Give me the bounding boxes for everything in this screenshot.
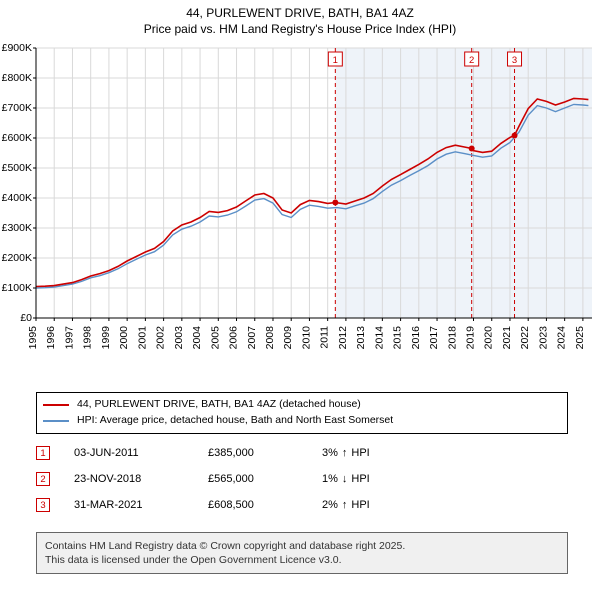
- svg-text:1: 1: [333, 55, 338, 66]
- svg-text:2000: 2000: [118, 326, 130, 350]
- chart-container: 44, PURLEWENT DRIVE, BATH, BA1 4AZ Price…: [0, 0, 600, 590]
- svg-text:2019: 2019: [465, 326, 477, 350]
- svg-text:2020: 2020: [483, 326, 495, 350]
- svg-text:£200K: £200K: [2, 252, 32, 264]
- legend-item-property: 44, PURLEWENT DRIVE, BATH, BA1 4AZ (deta…: [43, 397, 561, 413]
- svg-text:£800K: £800K: [2, 72, 32, 84]
- title-block: 44, PURLEWENT DRIVE, BATH, BA1 4AZ Price…: [0, 0, 600, 37]
- legend-swatch-hpi: [43, 420, 69, 422]
- footer-attribution: Contains HM Land Registry data © Crown c…: [36, 532, 568, 574]
- svg-text:1999: 1999: [100, 326, 112, 350]
- sale-marker-3: 3: [36, 498, 50, 512]
- arrow-down-icon: ↓: [342, 473, 348, 485]
- sale-row-2: 2 23-NOV-2018 £565,000 1% ↓ HPI: [36, 466, 568, 492]
- svg-text:£900K: £900K: [2, 42, 32, 54]
- svg-text:2022: 2022: [519, 326, 531, 350]
- svg-text:£700K: £700K: [2, 102, 32, 114]
- svg-text:2004: 2004: [191, 326, 203, 350]
- svg-text:2013: 2013: [355, 326, 367, 350]
- footer-line-2: This data is licensed under the Open Gov…: [45, 553, 559, 567]
- sale-price-3: £608,500: [208, 499, 298, 511]
- svg-text:1997: 1997: [63, 326, 75, 350]
- svg-text:£100K: £100K: [2, 282, 32, 294]
- svg-text:2023: 2023: [537, 326, 549, 350]
- svg-text:£0: £0: [20, 312, 32, 324]
- svg-text:2025: 2025: [574, 326, 586, 350]
- svg-text:£600K: £600K: [2, 132, 32, 144]
- svg-text:1995: 1995: [27, 326, 39, 350]
- svg-text:£500K: £500K: [2, 162, 32, 174]
- svg-text:1996: 1996: [45, 326, 57, 350]
- svg-text:2009: 2009: [282, 326, 294, 350]
- sale-row-3: 3 31-MAR-2021 £608,500 2% ↑ HPI: [36, 492, 568, 518]
- title-line-1: 44, PURLEWENT DRIVE, BATH, BA1 4AZ: [0, 6, 600, 22]
- svg-text:2010: 2010: [300, 326, 312, 350]
- sale-date-1: 03-JUN-2011: [74, 447, 184, 459]
- title-line-2: Price paid vs. HM Land Registry's House …: [0, 22, 600, 38]
- sale-hpi-1: 3% ↑ HPI: [322, 447, 370, 459]
- sale-date-3: 31-MAR-2021: [74, 499, 184, 511]
- svg-text:1998: 1998: [82, 326, 94, 350]
- svg-text:2007: 2007: [246, 326, 258, 350]
- svg-text:2024: 2024: [556, 326, 568, 350]
- svg-text:2005: 2005: [209, 326, 221, 350]
- svg-text:2021: 2021: [501, 326, 513, 350]
- legend: 44, PURLEWENT DRIVE, BATH, BA1 4AZ (deta…: [36, 392, 568, 434]
- svg-text:£300K: £300K: [2, 222, 32, 234]
- svg-text:2016: 2016: [410, 326, 422, 350]
- line-chart-svg: 1 2 3 £0 £100K £200K £300K £400K £500K £600K £700K…: [0, 40, 600, 380]
- svg-text:2006: 2006: [228, 326, 240, 350]
- svg-text:£400K: £400K: [2, 192, 32, 204]
- svg-text:2015: 2015: [392, 326, 404, 350]
- svg-text:2018: 2018: [446, 326, 458, 350]
- svg-text:2014: 2014: [373, 326, 385, 350]
- svg-text:3: 3: [512, 55, 517, 66]
- footer-line-1: Contains HM Land Registry data © Crown c…: [45, 539, 559, 553]
- svg-text:2: 2: [469, 55, 474, 66]
- svg-text:2008: 2008: [264, 326, 276, 350]
- svg-text:2012: 2012: [337, 326, 349, 350]
- sale-row-1: 1 03-JUN-2011 £385,000 3% ↑ HPI: [36, 440, 568, 466]
- sale-price-1: £385,000: [208, 447, 298, 459]
- svg-text:2001: 2001: [136, 326, 148, 350]
- sale-price-2: £565,000: [208, 473, 298, 485]
- sale-marker-1: 1: [36, 446, 50, 460]
- chart-area: 1 2 3 £0 £100K £200K £300K £400K £500K £600K £700K…: [0, 40, 600, 380]
- arrow-up-icon: ↑: [342, 499, 348, 511]
- sale-hpi-3: 2% ↑ HPI: [322, 499, 370, 511]
- svg-text:2002: 2002: [155, 326, 167, 350]
- legend-label-hpi: HPI: Average price, detached house, Bath…: [77, 413, 393, 429]
- sale-marker-2: 2: [36, 472, 50, 486]
- legend-swatch-property: [43, 404, 69, 406]
- legend-item-hpi: HPI: Average price, detached house, Bath…: [43, 413, 561, 429]
- svg-text:2017: 2017: [428, 326, 440, 350]
- sale-date-2: 23-NOV-2018: [74, 473, 184, 485]
- arrow-up-icon: ↑: [342, 447, 348, 459]
- svg-text:2003: 2003: [173, 326, 185, 350]
- sale-hpi-2: 1% ↓ HPI: [322, 473, 370, 485]
- legend-label-property: 44, PURLEWENT DRIVE, BATH, BA1 4AZ (deta…: [77, 397, 361, 413]
- svg-text:2011: 2011: [319, 326, 331, 349]
- sales-table: 1 03-JUN-2011 £385,000 3% ↑ HPI 2 23-NOV…: [36, 440, 568, 518]
